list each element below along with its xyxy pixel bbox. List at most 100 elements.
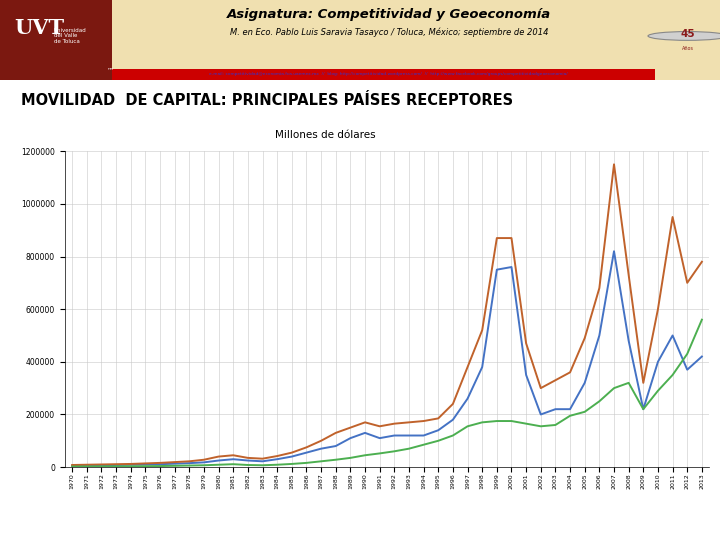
Text: e-mail: competitividad@economia.fca.uaemex.mx  //  blog: http://competitividad.w: e-mail: competitividad@economia.fca.uaem…	[210, 72, 568, 76]
G8	[492, 266, 501, 273]
G8	[580, 380, 589, 386]
G20	[668, 214, 677, 220]
G8	[331, 443, 340, 449]
G20	[331, 430, 340, 436]
G77	[551, 422, 559, 428]
G20	[243, 455, 252, 461]
G8	[551, 406, 559, 413]
G77	[449, 432, 457, 438]
G77	[141, 463, 150, 469]
Text: 45: 45	[680, 29, 695, 39]
G20	[610, 161, 618, 167]
G8	[463, 395, 472, 402]
G8	[243, 457, 252, 464]
G8	[668, 332, 677, 339]
G8	[536, 411, 545, 418]
G77	[68, 463, 76, 470]
G20	[434, 415, 443, 422]
G77	[507, 418, 516, 424]
G8	[97, 462, 106, 469]
G8	[68, 463, 76, 469]
G8	[683, 367, 691, 373]
G8	[215, 457, 223, 464]
Circle shape	[648, 31, 720, 40]
G20	[566, 369, 575, 376]
G20	[185, 458, 194, 464]
G8	[390, 432, 399, 438]
G20	[112, 461, 120, 468]
G8	[171, 461, 179, 467]
G20	[698, 259, 706, 265]
G8	[258, 458, 267, 464]
G8	[83, 462, 91, 469]
Text: Años: Años	[682, 46, 693, 51]
G77	[522, 421, 531, 427]
G8	[199, 459, 208, 465]
G8	[698, 353, 706, 360]
G77	[302, 460, 311, 466]
G20	[302, 444, 311, 450]
G8	[229, 456, 238, 462]
G20	[156, 460, 164, 466]
G77	[331, 456, 340, 463]
G77	[566, 413, 575, 419]
G77	[698, 316, 706, 323]
G20	[463, 364, 472, 370]
G77	[317, 458, 325, 464]
G77	[654, 388, 662, 394]
Text: Asignatura: Competitividad y Geoeconomía: Asignatura: Competitividad y Geoeconomía	[227, 8, 551, 21]
G8	[405, 432, 413, 438]
G20	[317, 437, 325, 444]
G20	[507, 235, 516, 241]
G77	[683, 350, 691, 357]
G20	[405, 419, 413, 426]
G77	[287, 461, 296, 467]
G8	[434, 427, 443, 434]
G77	[346, 455, 355, 461]
Text: ™: ™	[107, 68, 114, 73]
Text: M. en Eco. Pablo Luis Saravia Tasayco / Toluca, México; septiembre de 2014: M. en Eco. Pablo Luis Saravia Tasayco / …	[230, 27, 548, 37]
Line: G20: G20	[72, 164, 702, 465]
G77	[97, 463, 106, 470]
G8	[624, 338, 633, 344]
G77	[405, 446, 413, 452]
G77	[229, 461, 238, 468]
G8	[419, 432, 428, 438]
G20	[551, 377, 559, 383]
G8	[610, 248, 618, 254]
G20	[390, 421, 399, 427]
G77	[375, 450, 384, 457]
Line: G8: G8	[72, 251, 702, 466]
G8	[361, 430, 369, 436]
G20	[449, 401, 457, 407]
G20	[287, 449, 296, 456]
FancyBboxPatch shape	[0, 0, 112, 80]
G8	[522, 372, 531, 378]
G77	[112, 463, 120, 470]
G20	[536, 385, 545, 392]
G20	[97, 461, 106, 468]
G8	[449, 416, 457, 423]
G77	[156, 463, 164, 469]
G77	[492, 418, 501, 424]
G20	[171, 459, 179, 465]
G77	[83, 463, 91, 470]
Line: G77: G77	[72, 320, 702, 467]
G20	[375, 423, 384, 429]
G8	[346, 435, 355, 441]
G20	[595, 285, 603, 292]
Text: UVT: UVT	[14, 18, 65, 38]
G77	[580, 409, 589, 415]
G77	[639, 406, 647, 413]
G20	[127, 461, 135, 467]
G77	[536, 423, 545, 429]
Text: MOVILIDAD  DE CAPITAL: PRINCIPALES PAÍSES RECEPTORES: MOVILIDAD DE CAPITAL: PRINCIPALES PAÍSES…	[22, 93, 513, 109]
G8	[127, 462, 135, 468]
G8	[185, 460, 194, 467]
G20	[346, 424, 355, 431]
G8	[141, 461, 150, 468]
FancyBboxPatch shape	[0, 0, 720, 80]
FancyBboxPatch shape	[112, 69, 655, 80]
G77	[463, 423, 472, 429]
G20	[654, 306, 662, 312]
